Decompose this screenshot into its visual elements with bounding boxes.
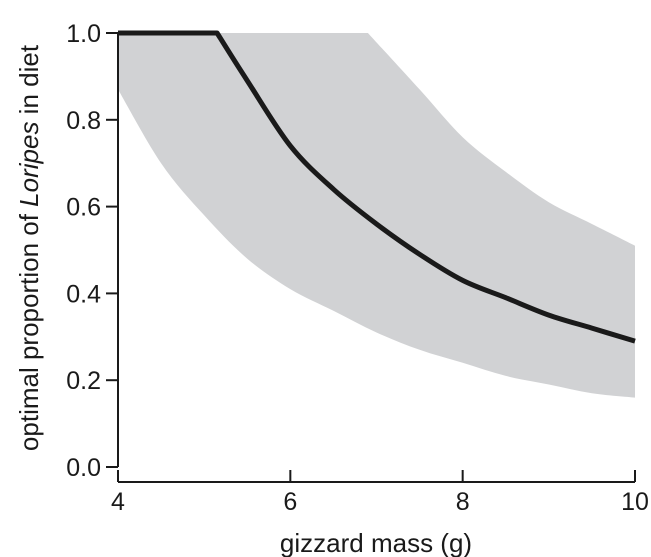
optimal-proportion-line bbox=[118, 30, 636, 344]
axes bbox=[117, 33, 635, 483]
x-tick-label: 4 bbox=[111, 488, 125, 516]
x-axis-ticks: 4 6 8 10 bbox=[111, 470, 649, 516]
confidence-band bbox=[118, 33, 635, 398]
y-axis-title-part-3: in diet bbox=[14, 44, 44, 121]
y-tick-label: 1.0 bbox=[66, 20, 101, 48]
x-tick-label: 10 bbox=[621, 488, 649, 516]
y-axis-title: optimal proportion of Loripes in diet bbox=[14, 44, 44, 451]
optimal-proportion-line-layer bbox=[118, 30, 636, 344]
x-tick-label: 8 bbox=[456, 488, 470, 516]
y-tick-label: 0.0 bbox=[66, 454, 101, 482]
y-axis-title-species: Loripes bbox=[14, 122, 44, 207]
y-tick-label: 0.4 bbox=[66, 280, 101, 308]
y-tick-label: 0.8 bbox=[66, 107, 101, 135]
x-axis-title: gizzard mass (g) bbox=[280, 528, 472, 557]
confidence-band-layer bbox=[118, 33, 635, 398]
y-tick-label: 0.6 bbox=[66, 194, 101, 222]
y-axis-ticks: 0.0 0.2 0.4 0.6 0.8 1.0 bbox=[66, 20, 118, 482]
y-tick-label: 0.2 bbox=[66, 367, 101, 395]
x-tick-label: 6 bbox=[283, 488, 297, 516]
y-axis-title-part-1: optimal proportion of bbox=[14, 207, 44, 451]
